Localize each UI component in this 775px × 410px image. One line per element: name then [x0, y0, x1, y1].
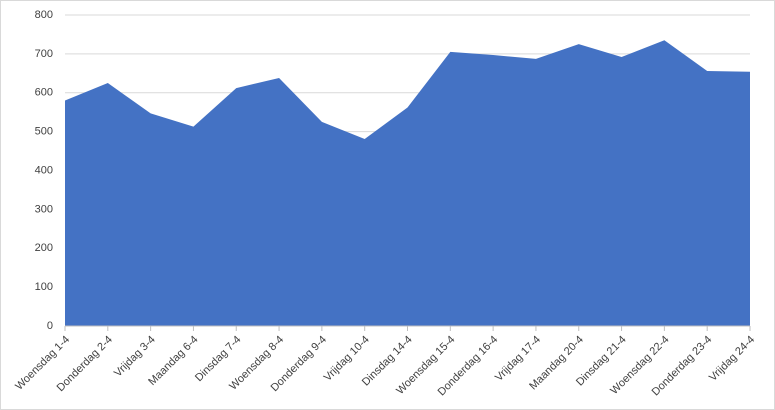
- y-tick-label: 700: [35, 48, 53, 60]
- y-tick-label: 100: [35, 281, 53, 293]
- y-tick-label: 200: [35, 242, 53, 254]
- y-tick-label: 800: [35, 9, 53, 21]
- y-tick-label: 600: [35, 87, 53, 99]
- y-tick-label: 300: [35, 203, 53, 215]
- y-tick-label: 500: [35, 126, 53, 138]
- y-tick-label: 400: [35, 164, 53, 176]
- area: [65, 40, 750, 327]
- y-tick-label: 0: [47, 320, 53, 332]
